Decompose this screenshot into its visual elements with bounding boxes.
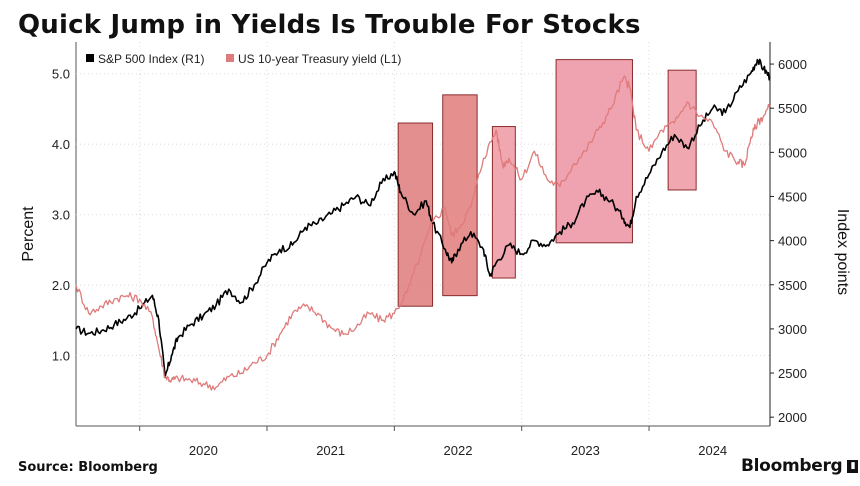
right-tick-label: 4500 (778, 189, 807, 204)
right-tick-label: 3000 (778, 322, 807, 337)
right-tick-label: 4000 (778, 234, 807, 249)
brand-text: Bloomberg (741, 456, 843, 476)
x-tick-label: 2024 (698, 443, 727, 458)
right-tick-label: 3500 (778, 278, 807, 293)
gridlines (76, 42, 770, 426)
source-note: Source: Bloomberg (18, 460, 158, 475)
legend-swatch (86, 54, 94, 62)
right-tick-label: 5000 (778, 145, 807, 160)
right-tick-label: 6000 (778, 57, 807, 72)
highlight-box (667, 69, 697, 191)
right-tick-label: 2500 (778, 366, 807, 381)
bloomberg-mark-icon: ▮ (847, 459, 859, 473)
x-tick-label: 2020 (189, 443, 218, 458)
highlight-box (442, 94, 478, 297)
left-tick-label: 3.0 (52, 208, 70, 223)
left-axis-label: Percent (20, 206, 37, 262)
legend-label: S&P 500 Index (R1) (98, 52, 205, 66)
left-tick-label: 2.0 (52, 278, 70, 293)
right-axis-label: Index points (834, 209, 851, 295)
bloomberg-logo: Bloomberg ▮ (741, 456, 859, 476)
left-tick-label: 5.0 (52, 67, 70, 82)
left-tick-label: 1.0 (52, 349, 70, 364)
left-tick-label: 4.0 (52, 137, 70, 152)
series-lines (75, 58, 771, 391)
right-tick-label: 5500 (778, 101, 807, 116)
x-tick-label: 2021 (316, 443, 345, 458)
highlight-periods (397, 59, 697, 307)
tick-labels: 1.0 2.0 3.0 4.0 5.0 2000 2500 3000 3500 4000 4500 5… (52, 57, 807, 458)
highlight-box (491, 126, 516, 279)
treasury-yield-line (75, 75, 771, 391)
sp500-line (75, 58, 771, 379)
x-tick-label: 2022 (444, 443, 473, 458)
chart-title: Quick Jump in Yields Is Trouble For Stoc… (18, 10, 641, 40)
legend: S&P 500 Index (R1) US 10-year Treasury yi… (80, 47, 420, 69)
legend-label: US 10-year Treasury yield (L1) (238, 52, 401, 66)
legend-swatch (226, 54, 234, 62)
right-tick-label: 2000 (778, 410, 807, 425)
x-tick-label: 2023 (571, 443, 600, 458)
legend-box (80, 47, 420, 69)
